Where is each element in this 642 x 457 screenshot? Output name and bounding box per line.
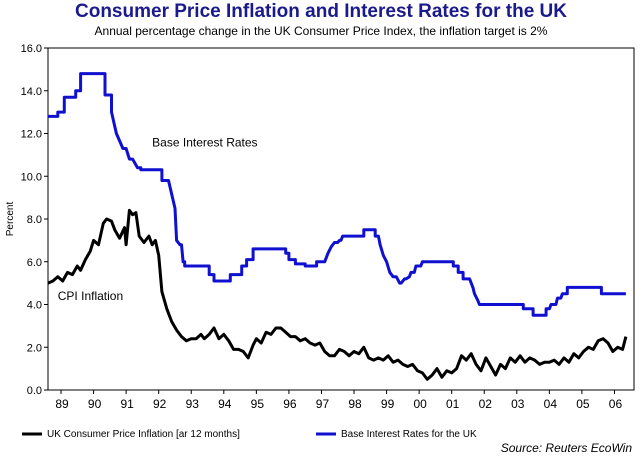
x-tick-label: 96 xyxy=(283,397,297,411)
y-tick-label: 12.0 xyxy=(21,129,42,141)
x-tick-label: 02 xyxy=(479,397,493,411)
x-axis: 89 90 91 92 93 94 95 96 97 98 99 00 01 02 03 04 05 06 xyxy=(55,390,622,411)
y-tick-label: 0.0 xyxy=(27,385,42,397)
x-tick-label: 91 xyxy=(120,397,134,411)
x-tick-label: 97 xyxy=(316,397,330,411)
legend-label-rates: Base Interest Rates for the UK xyxy=(341,429,477,440)
x-tick-label: 89 xyxy=(55,397,69,411)
base-interest-rate-line xyxy=(48,72,626,317)
chart-subtitle: Annual percentage change in the UK Consu… xyxy=(94,24,548,38)
annotation-label: Base Interest Rates xyxy=(152,135,257,149)
y-tick-label: 8.0 xyxy=(27,214,42,226)
y-tick-label: 4.0 xyxy=(27,300,42,312)
x-tick-label: 00 xyxy=(413,397,427,411)
x-tick-label: 06 xyxy=(609,397,623,411)
source-note: Source: Reuters EcoWin xyxy=(501,441,633,455)
x-tick-label: 92 xyxy=(153,397,167,411)
annotation-label: CPI Inflation xyxy=(58,289,123,303)
x-tick-label: 01 xyxy=(446,397,460,411)
cpi-inflation-line xyxy=(47,208,628,381)
x-tick-label: 03 xyxy=(511,397,525,411)
series-group xyxy=(47,72,628,381)
x-tick-label: 98 xyxy=(348,397,362,411)
chart-title: Consumer Price Inflation and Interest Ra… xyxy=(75,1,567,22)
x-tick-label: 94 xyxy=(218,397,232,411)
x-tick-label: 99 xyxy=(381,397,395,411)
x-tick-label: 90 xyxy=(88,397,102,411)
x-tick-label: 05 xyxy=(576,397,590,411)
y-tick-label: 14.0 xyxy=(21,86,42,98)
x-tick-label: 93 xyxy=(186,397,200,411)
y-tick-label: 6.0 xyxy=(27,257,42,269)
y-tick-label: 2.0 xyxy=(27,342,42,354)
y-axis-label: Percent xyxy=(5,202,16,237)
x-tick-label: 95 xyxy=(251,397,265,411)
x-tick-label: 04 xyxy=(544,397,558,411)
y-tick-label: 10.0 xyxy=(21,171,42,183)
y-tick-label: 16.0 xyxy=(21,43,42,55)
y-axis: 0.0 2.0 4.0 6.0 8.0 10.0 12.0 14.0 16.0 xyxy=(21,43,48,397)
annotations: Base Interest Rates CPI Inflation xyxy=(58,135,258,303)
legend-label-cpi: UK Consumer Price Inflation [ar 12 month… xyxy=(47,429,240,440)
